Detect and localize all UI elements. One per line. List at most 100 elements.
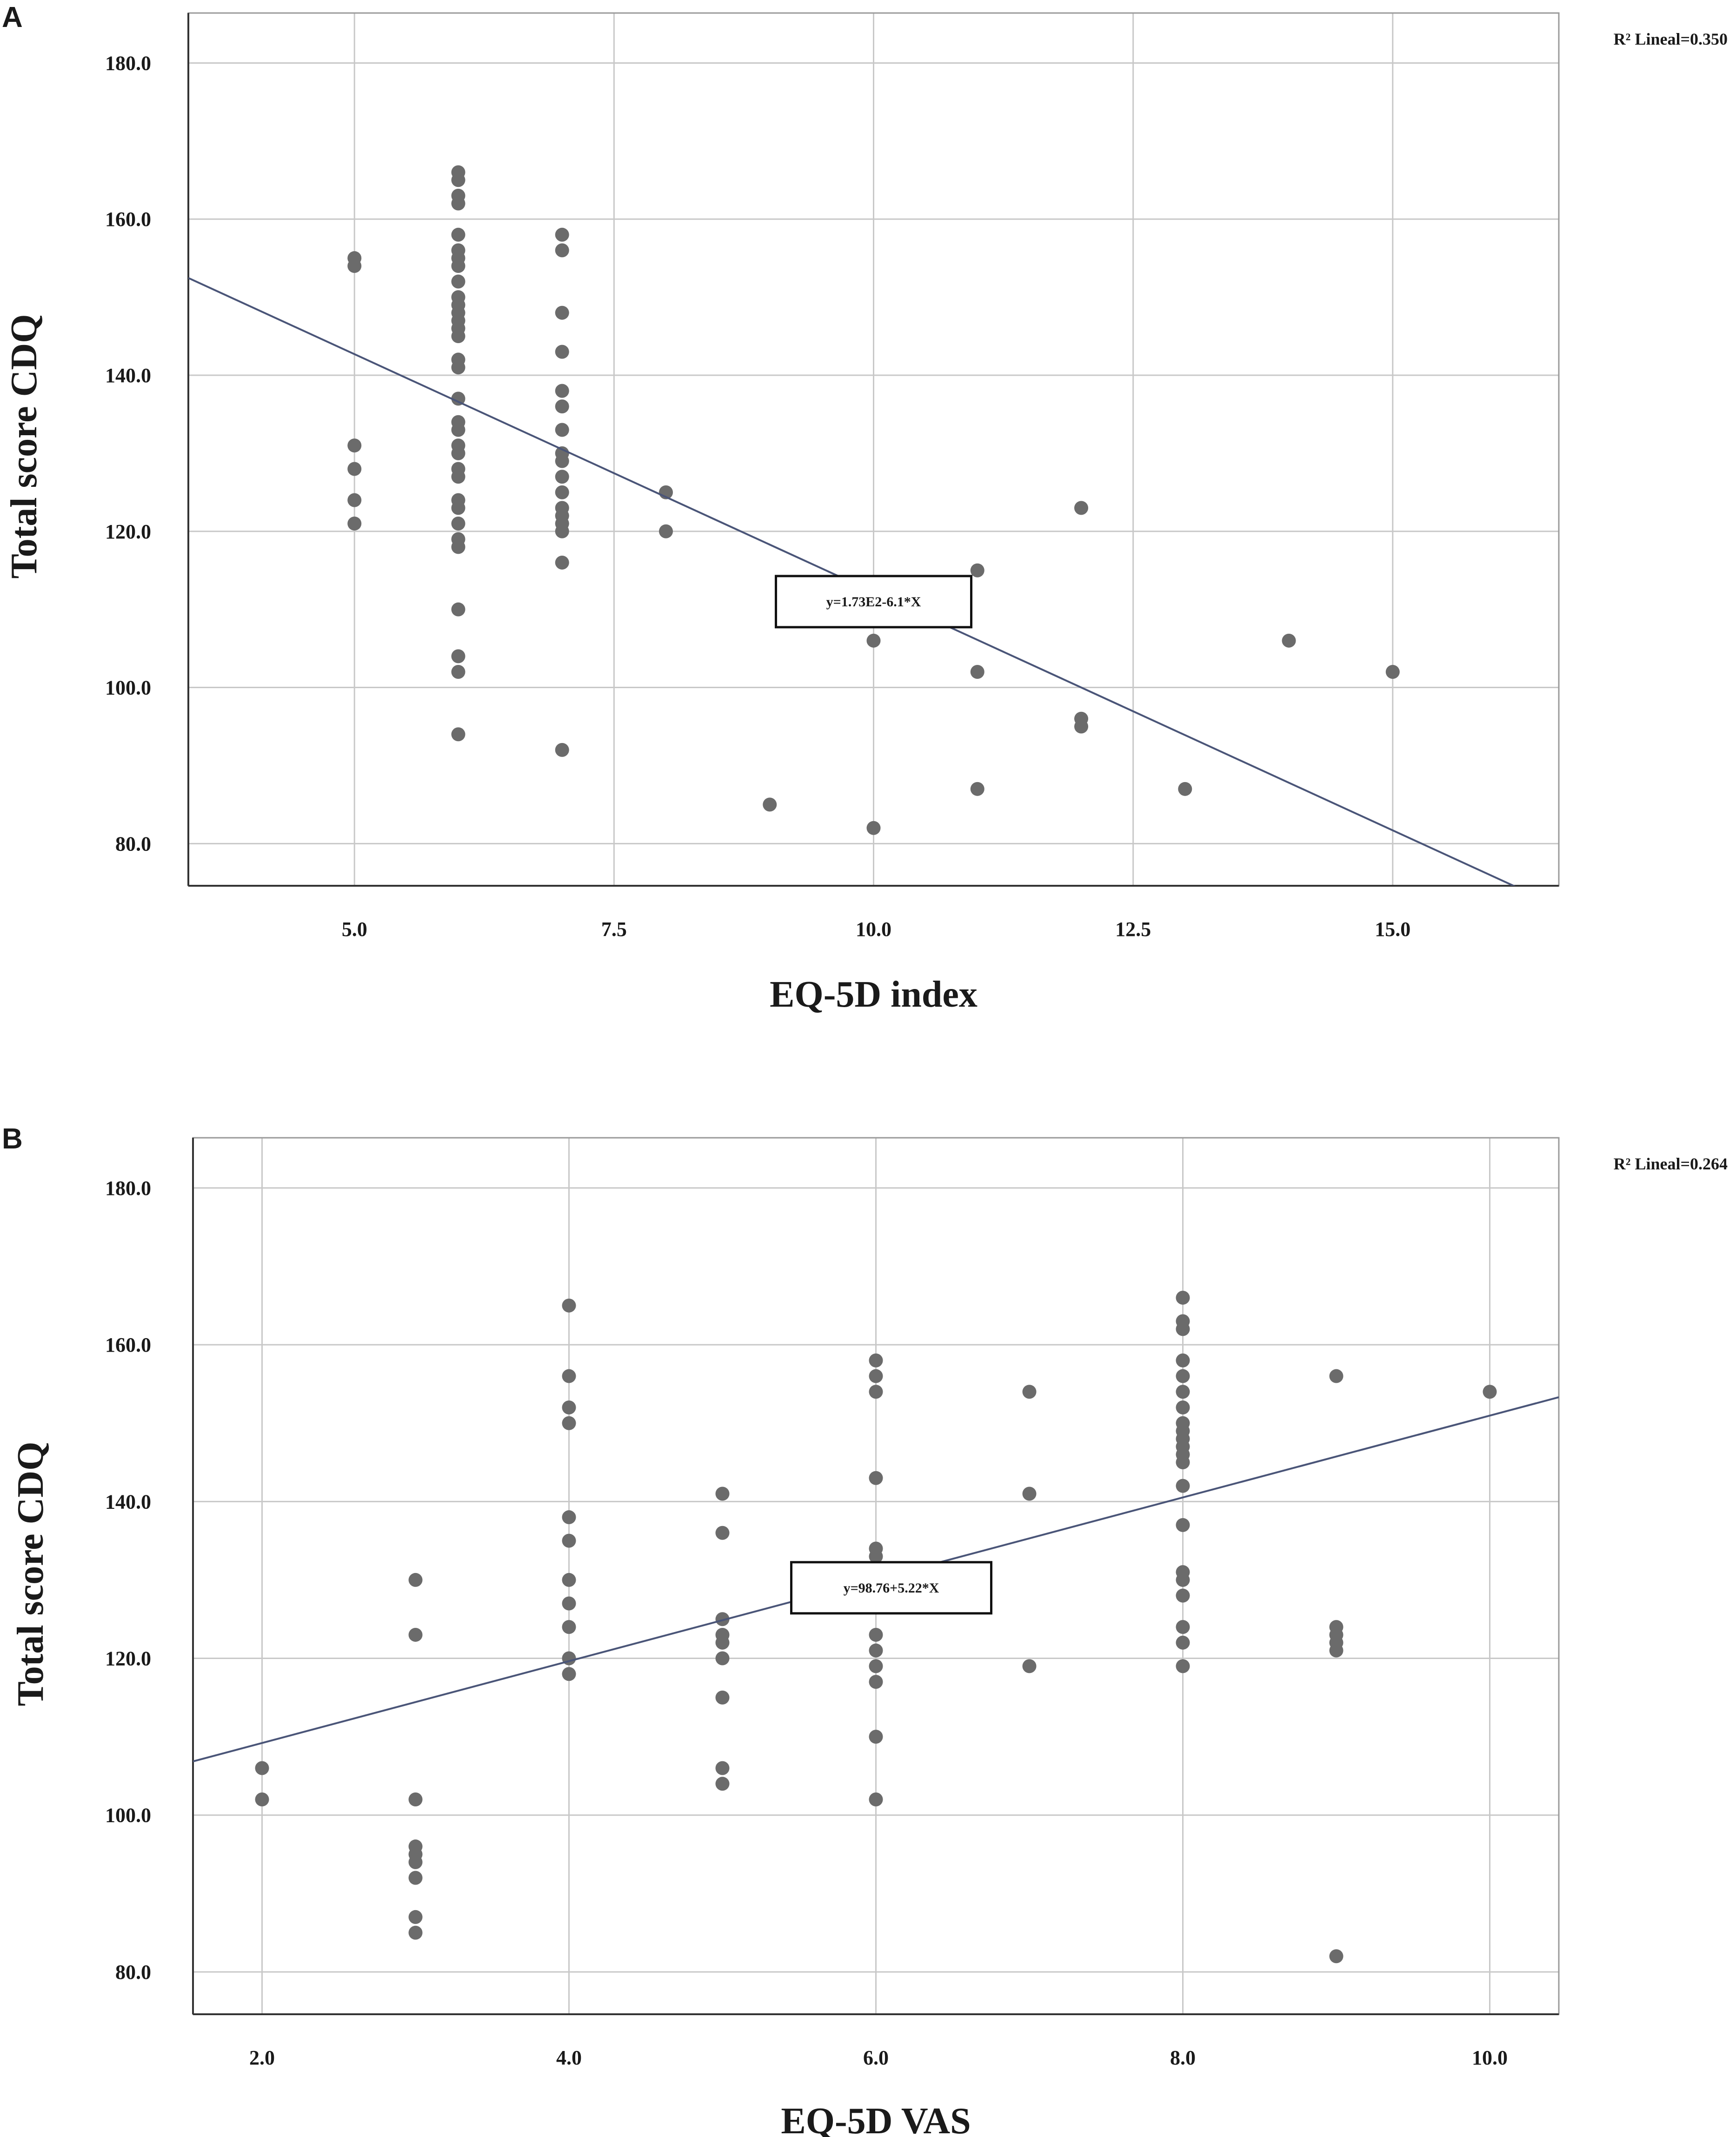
data-point — [869, 1643, 883, 1658]
y-axis-title: Total score CDQ — [4, 314, 45, 579]
data-point — [869, 1385, 883, 1399]
data-point — [562, 1533, 576, 1548]
data-point — [562, 1298, 576, 1313]
data-point — [1176, 1385, 1190, 1399]
data-point — [451, 329, 466, 344]
data-point — [555, 243, 569, 258]
y-axis-title: Total score CDQ — [10, 1442, 51, 1706]
y-tick-label: 160.0 — [105, 1334, 151, 1356]
data-point — [715, 1761, 730, 1775]
data-point — [658, 524, 673, 538]
data-point — [1074, 719, 1089, 734]
data-point — [408, 1910, 423, 1924]
r-squared-label: R² Lineal=0.350 — [1614, 30, 1728, 48]
data-point — [1176, 1588, 1190, 1603]
data-point — [347, 516, 362, 531]
x-tick-label: 8.0 — [1170, 2046, 1196, 2069]
data-point — [451, 446, 466, 460]
y-tick-label: 100.0 — [105, 677, 151, 699]
data-point — [451, 173, 466, 187]
x-axis-title: EQ-5D index — [770, 974, 978, 1015]
data-point — [451, 540, 466, 554]
x-tick-label: 6.0 — [863, 2046, 889, 2069]
panel-label: B — [2, 1123, 23, 1155]
equation-box: y=98.76+5.22*X — [790, 1561, 992, 1615]
data-point — [715, 1690, 730, 1705]
data-point — [451, 423, 466, 437]
data-point — [715, 1777, 730, 1791]
data-point — [866, 633, 881, 648]
data-point — [1176, 1322, 1190, 1336]
data-point — [1385, 664, 1400, 679]
data-point — [970, 782, 984, 796]
data-point — [1022, 1487, 1037, 1501]
data-point — [869, 1792, 883, 1807]
data-point — [562, 1416, 576, 1430]
x-tick-label: 7.5 — [601, 918, 627, 941]
data-point — [555, 345, 569, 359]
y-tick-label: 140.0 — [105, 1490, 151, 1513]
x-tick-label: 15.0 — [1375, 918, 1410, 941]
panel-a: A 5.0 7.5 10.0 12.5 15.0 80.0 100.0 120.0 140.0 16… — [2, 1, 1728, 1015]
data-point — [1282, 633, 1296, 648]
data-point — [451, 602, 466, 617]
data-point — [347, 462, 362, 476]
data-point — [1329, 1949, 1344, 1964]
data-point — [347, 493, 362, 507]
data-point — [562, 1620, 576, 1634]
y-tick-label: 160.0 — [105, 208, 151, 231]
y-tick-label: 180.0 — [105, 52, 151, 74]
data-point — [1178, 782, 1192, 796]
data-point — [451, 470, 466, 484]
data-point — [1176, 1455, 1190, 1470]
y-tick-label: 180.0 — [105, 1177, 151, 1200]
data-point — [1176, 1400, 1190, 1414]
data-point — [715, 1487, 730, 1501]
data-point — [1176, 1353, 1190, 1367]
gridlines — [188, 13, 1559, 886]
data-point — [1483, 1385, 1497, 1399]
data-point — [555, 423, 569, 437]
data-point — [562, 1400, 576, 1414]
data-point — [347, 438, 362, 453]
data-point — [715, 1651, 730, 1666]
data-point — [869, 1675, 883, 1689]
data-point — [555, 555, 569, 570]
x-tick-label: 12.5 — [1115, 918, 1151, 941]
data-point — [1176, 1290, 1190, 1305]
data-point — [451, 516, 466, 531]
data-point — [1074, 501, 1089, 515]
y-tick-label: 120.0 — [105, 520, 151, 543]
y-tick-label: 120.0 — [105, 1647, 151, 1670]
data-point — [555, 227, 569, 242]
y-tick-label: 80.0 — [115, 832, 151, 855]
equation-box-frame — [790, 1561, 992, 1615]
data-point — [555, 524, 569, 538]
data-point — [866, 821, 881, 835]
data-point — [408, 1573, 423, 1587]
data-point — [562, 1573, 576, 1587]
data-point — [715, 1635, 730, 1650]
panel-label: A — [2, 1, 23, 33]
data-point — [451, 196, 466, 211]
data-point — [555, 454, 569, 468]
data-point — [1329, 1369, 1344, 1383]
data-point — [869, 1353, 883, 1367]
data-point — [451, 227, 466, 242]
data-point — [408, 1855, 423, 1869]
data-point — [255, 1761, 269, 1775]
x-tick-label: 10.0 — [856, 918, 891, 941]
data-point — [451, 259, 466, 273]
x-tick-label: 2.0 — [249, 2046, 275, 2069]
data-point — [408, 1925, 423, 1940]
data-point — [869, 1549, 883, 1564]
data-point — [555, 743, 569, 757]
data-point — [970, 563, 984, 577]
data-points — [255, 1290, 1497, 1964]
data-point — [869, 1730, 883, 1744]
x-tick-label: 4.0 — [556, 2046, 582, 2069]
data-point — [408, 1871, 423, 1885]
equation-box: y=1.73E2-6.1*X — [775, 575, 972, 629]
data-point — [255, 1792, 269, 1807]
data-point — [451, 649, 466, 664]
